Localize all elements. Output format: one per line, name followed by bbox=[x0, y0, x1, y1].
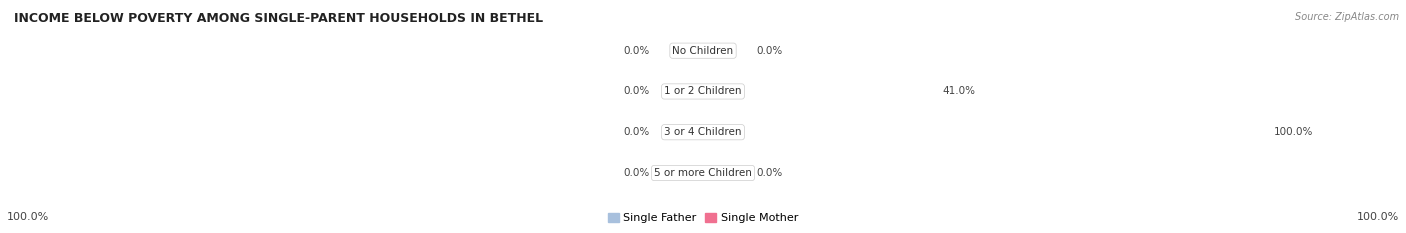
Text: INCOME BELOW POVERTY AMONG SINGLE-PARENT HOUSEHOLDS IN BETHEL: INCOME BELOW POVERTY AMONG SINGLE-PARENT… bbox=[14, 12, 543, 25]
Text: Source: ZipAtlas.com: Source: ZipAtlas.com bbox=[1295, 12, 1399, 22]
Text: No Children: No Children bbox=[672, 46, 734, 56]
Text: 0.0%: 0.0% bbox=[756, 46, 783, 56]
Text: 0.0%: 0.0% bbox=[623, 86, 650, 96]
Text: 100.0%: 100.0% bbox=[7, 212, 49, 222]
Text: 0.0%: 0.0% bbox=[623, 46, 650, 56]
Text: 1 or 2 Children: 1 or 2 Children bbox=[664, 86, 742, 96]
Text: 0.0%: 0.0% bbox=[623, 168, 650, 178]
Text: 3 or 4 Children: 3 or 4 Children bbox=[664, 127, 742, 137]
Legend: Single Father, Single Mother: Single Father, Single Mother bbox=[603, 208, 803, 227]
Text: 100.0%: 100.0% bbox=[1274, 127, 1313, 137]
Text: 100.0%: 100.0% bbox=[1357, 212, 1399, 222]
Text: 0.0%: 0.0% bbox=[756, 168, 783, 178]
Text: 0.0%: 0.0% bbox=[623, 127, 650, 137]
Text: 41.0%: 41.0% bbox=[942, 86, 974, 96]
Text: 5 or more Children: 5 or more Children bbox=[654, 168, 752, 178]
